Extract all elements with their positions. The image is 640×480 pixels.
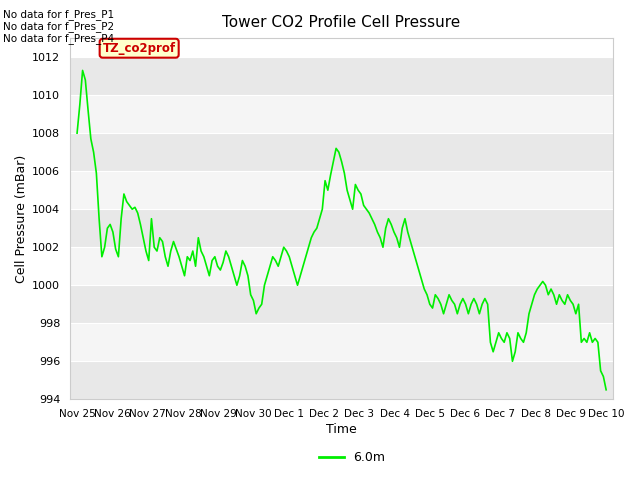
Text: No data for f_Pres_P2: No data for f_Pres_P2 [3, 21, 115, 32]
Y-axis label: Cell Pressure (mBar): Cell Pressure (mBar) [15, 155, 28, 283]
Bar [70, 285, 613, 323]
Bar [70, 323, 613, 361]
Bar [70, 95, 613, 133]
Text: No data for f_Pres_P4: No data for f_Pres_P4 [3, 33, 115, 44]
Text: No data for f_Pres_P1: No data for f_Pres_P1 [3, 9, 115, 20]
Bar [70, 171, 613, 209]
Bar [70, 57, 613, 95]
Bar [70, 133, 613, 171]
Bar [70, 247, 613, 285]
Title: Tower CO2 Profile Cell Pressure: Tower CO2 Profile Cell Pressure [223, 15, 461, 30]
Bar [70, 209, 613, 247]
Legend: 6.0m: 6.0m [314, 446, 390, 469]
X-axis label: Time: Time [326, 423, 357, 436]
Text: TZ_co2prof: TZ_co2prof [102, 42, 176, 55]
Bar [70, 361, 613, 399]
